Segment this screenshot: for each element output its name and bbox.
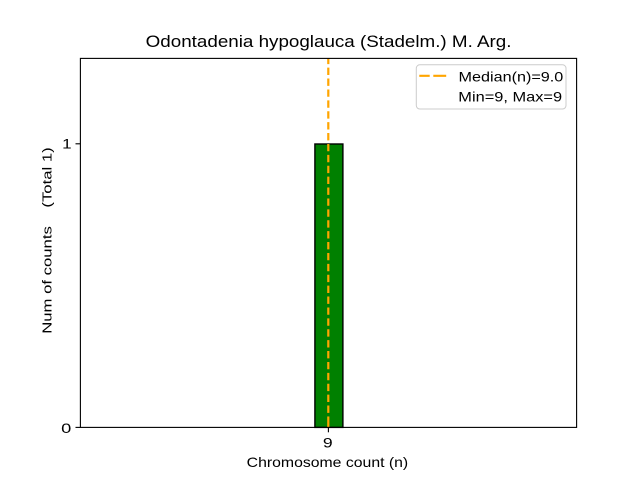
- svg-text:0: 0: [61, 421, 72, 436]
- svg-text:Num of counts (Total 1): Num of counts (Total 1): [40, 147, 55, 334]
- svg-text:Min=9, Max=9: Min=9, Max=9: [458, 90, 562, 105]
- svg-text:Median(n)=9.0: Median(n)=9.0: [459, 70, 564, 85]
- svg-text:9: 9: [323, 436, 333, 451]
- svg-text:Odontadenia hypoglauca (Stadel: Odontadenia hypoglauca (Stadelm.) M. Arg…: [146, 32, 512, 51]
- svg-text:1: 1: [62, 137, 71, 152]
- svg-text:Chromosome count (n): Chromosome count (n): [247, 455, 409, 470]
